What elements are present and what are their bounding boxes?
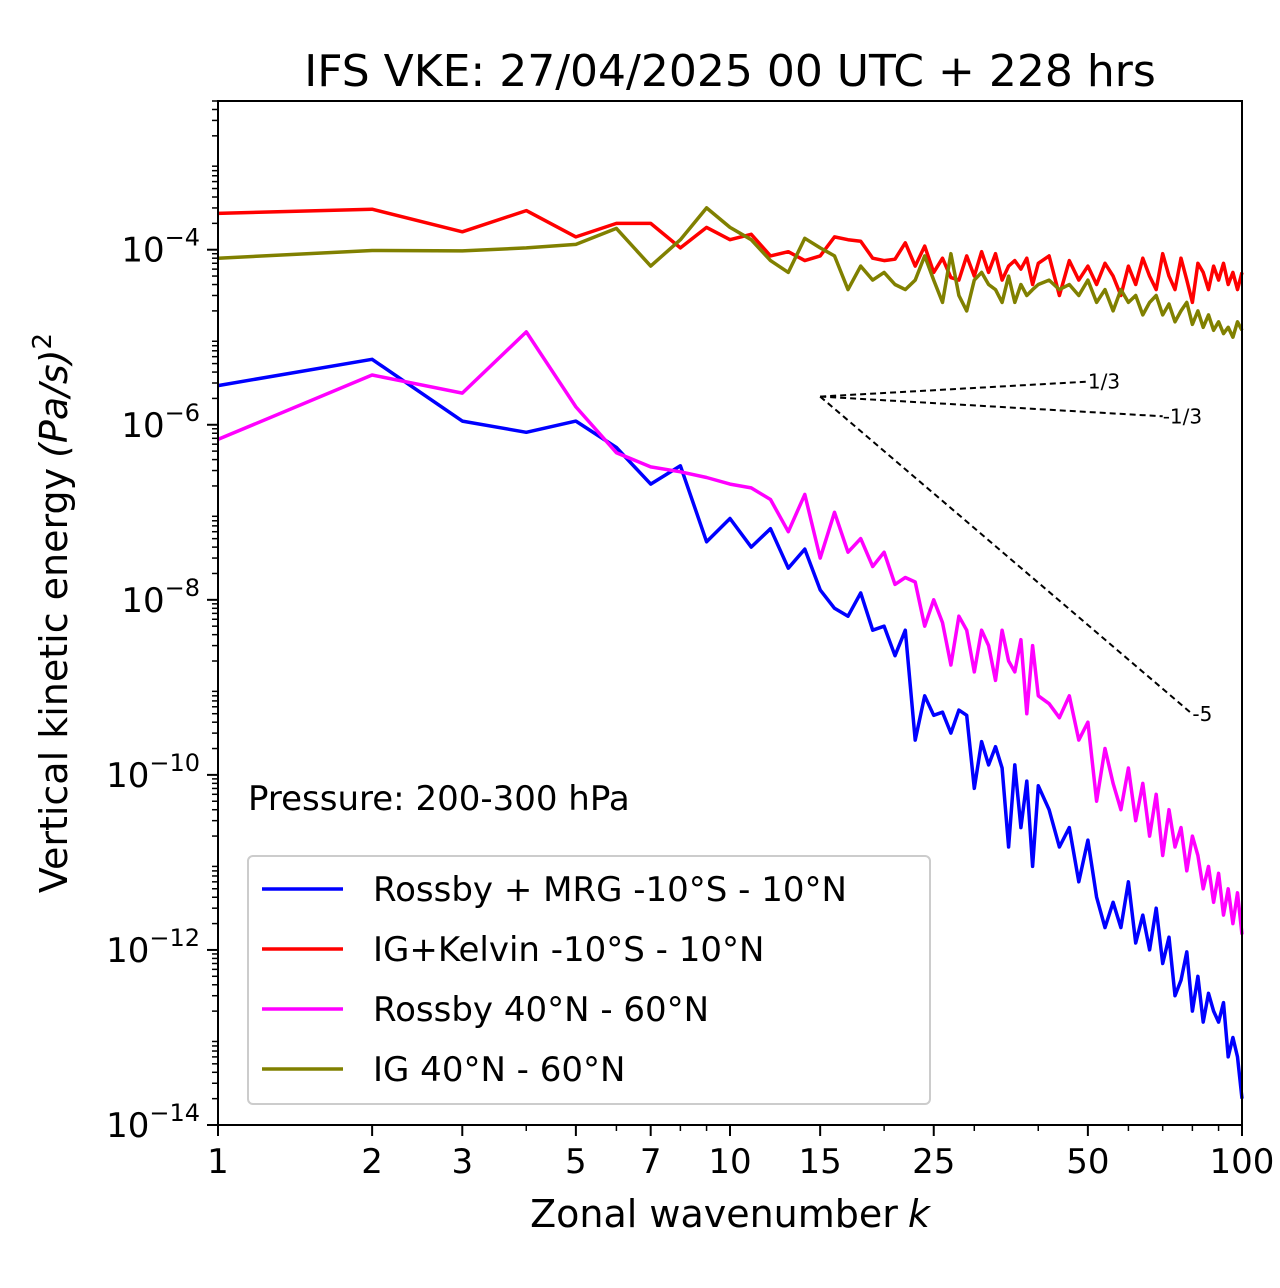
y-tick-label-exponent: −4: [165, 224, 200, 252]
series-line-1: [217, 357, 1244, 1099]
series-group: [217, 206, 1244, 1099]
y-tick-label: 10−10: [106, 749, 200, 796]
x-tick-label: 1: [207, 1142, 229, 1182]
y-tick-label-exponent: −12: [149, 924, 200, 952]
x-tick-label: 15: [799, 1142, 842, 1182]
y-axis-label-unit: (Pa/s): [32, 349, 76, 457]
reference-slope-label-3: -5: [1192, 702, 1212, 726]
y-tick-label: 10−14: [106, 1099, 200, 1146]
y-tick-label-base: 10: [121, 231, 164, 271]
y-tick-label-exponent: −10: [149, 749, 200, 777]
y-tick-label-base: 10: [106, 756, 149, 796]
y-tick-label-exponent: −6: [165, 399, 200, 427]
legend-label-1: Rossby + MRG -10°S - 10°N: [373, 870, 847, 910]
y-tick-label: 10−8: [121, 574, 200, 621]
y-tick-label-base: 10: [106, 1106, 149, 1146]
reference-slope-label-2: -1/3: [1163, 404, 1202, 428]
legend-box: [247, 855, 931, 1105]
x-axis-label-symbol: k: [908, 1192, 932, 1236]
x-tick-label: 50: [1066, 1142, 1109, 1182]
x-tick-label: 5: [565, 1142, 587, 1182]
x-tick-label: 10: [708, 1142, 751, 1182]
reference-slope-line-3: [819, 395, 1194, 715]
x-tick-label: 2: [361, 1142, 383, 1182]
legend-label-3: Rossby 40°N - 60°N: [373, 990, 709, 1030]
y-tick-label-base: 10: [106, 931, 149, 971]
x-axis-label-text: Zonal wavenumber: [530, 1192, 898, 1236]
legend-label-2: IG+Kelvin -10°S - 10°N: [373, 930, 764, 970]
reference-slope-label-1: 1/3: [1088, 370, 1120, 394]
pressure-annotation: Pressure: 200-300 hPa: [248, 779, 630, 819]
y-axis-label: Vertical kinetic energy (Pa/s)2: [28, 333, 76, 893]
reference-slope-line-2: [820, 395, 1163, 418]
x-tick-label: 25: [912, 1142, 955, 1182]
x-axis-label: Zonal wavenumber k: [530, 1192, 932, 1236]
series-line-3: [217, 330, 1244, 935]
y-tick-label: 10−12: [106, 924, 200, 971]
x-axis: 1 2 3 5 7 10 15 25 50 100: [207, 1125, 1274, 1182]
y-tick-label: 10−6: [121, 399, 200, 446]
x-tick-label: 7: [640, 1142, 662, 1182]
series-line-4: [217, 206, 1244, 339]
chart-title: IFS VKE: 27/04/2025 00 UTC + 228 hrs: [304, 46, 1156, 97]
legend-label-4: IG 40°N - 60°N: [373, 1050, 625, 1090]
x-tick-label: 3: [451, 1142, 473, 1182]
x-tick-label: 100: [1210, 1142, 1275, 1182]
y-axis-label-unit-power: 2: [28, 333, 58, 350]
reference-slope-line-1: [820, 380, 1088, 398]
y-axis-label-text: Vertical kinetic energy: [32, 468, 76, 893]
y-tick-label-exponent: −14: [149, 1099, 200, 1127]
y-tick-label-exponent: −8: [165, 574, 200, 602]
reference-slopes: 1/3 -1/3 -5: [819, 370, 1212, 726]
y-tick-label-base: 10: [121, 406, 164, 446]
y-tick-label-base: 10: [121, 581, 164, 621]
series-line-2: [217, 207, 1244, 305]
y-tick-label: 10−4: [121, 224, 200, 271]
legend: Rossby + MRG -10°S - 10°N IG+Kelvin -10°S…: [247, 855, 931, 1105]
